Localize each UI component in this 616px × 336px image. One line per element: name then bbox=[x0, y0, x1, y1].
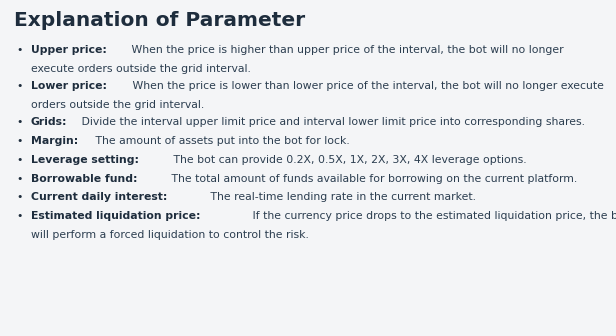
Text: The bot can provide 0.2X, 0.5X, 1X, 2X, 3X, 4X leverage options.: The bot can provide 0.2X, 0.5X, 1X, 2X, … bbox=[170, 155, 527, 165]
Text: Explanation of Parameter: Explanation of Parameter bbox=[14, 11, 305, 30]
Text: Lower price:: Lower price: bbox=[31, 81, 107, 91]
Text: Divide the interval upper limit price and interval lower limit price into corres: Divide the interval upper limit price an… bbox=[78, 117, 585, 127]
Text: Estimated liquidation price:: Estimated liquidation price: bbox=[31, 211, 200, 221]
Text: •: • bbox=[17, 136, 23, 146]
Text: •: • bbox=[17, 155, 23, 165]
Text: •: • bbox=[17, 81, 23, 91]
Text: Current daily interest:: Current daily interest: bbox=[31, 193, 167, 202]
Text: orders outside the grid interval.: orders outside the grid interval. bbox=[31, 100, 204, 110]
Text: Margin:: Margin: bbox=[31, 136, 78, 146]
Text: Borrowable fund:: Borrowable fund: bbox=[31, 174, 137, 183]
Text: When the price is lower than lower price of the interval, the bot will no longer: When the price is lower than lower price… bbox=[129, 81, 604, 91]
Text: •: • bbox=[17, 193, 23, 202]
Text: Grids:: Grids: bbox=[31, 117, 67, 127]
Text: Upper price:: Upper price: bbox=[31, 45, 107, 55]
Text: •: • bbox=[17, 45, 23, 55]
Text: The amount of assets put into the bot for lock.: The amount of assets put into the bot fo… bbox=[92, 136, 349, 146]
Text: •: • bbox=[17, 211, 23, 221]
Text: •: • bbox=[17, 117, 23, 127]
Text: will perform a forced liquidation to control the risk.: will perform a forced liquidation to con… bbox=[31, 230, 309, 240]
Text: The real-time lending rate in the current market.: The real-time lending rate in the curren… bbox=[206, 193, 476, 202]
Text: Leverage setting:: Leverage setting: bbox=[31, 155, 139, 165]
Text: When the price is higher than upper price of the interval, the bot will no longe: When the price is higher than upper pric… bbox=[129, 45, 564, 55]
Text: execute orders outside the grid interval.: execute orders outside the grid interval… bbox=[31, 64, 251, 74]
Text: The total amount of funds available for borrowing on the current platform.: The total amount of funds available for … bbox=[168, 174, 577, 183]
Text: •: • bbox=[17, 174, 23, 183]
Text: If the currency price drops to the estimated liquidation price, the bot: If the currency price drops to the estim… bbox=[249, 211, 616, 221]
